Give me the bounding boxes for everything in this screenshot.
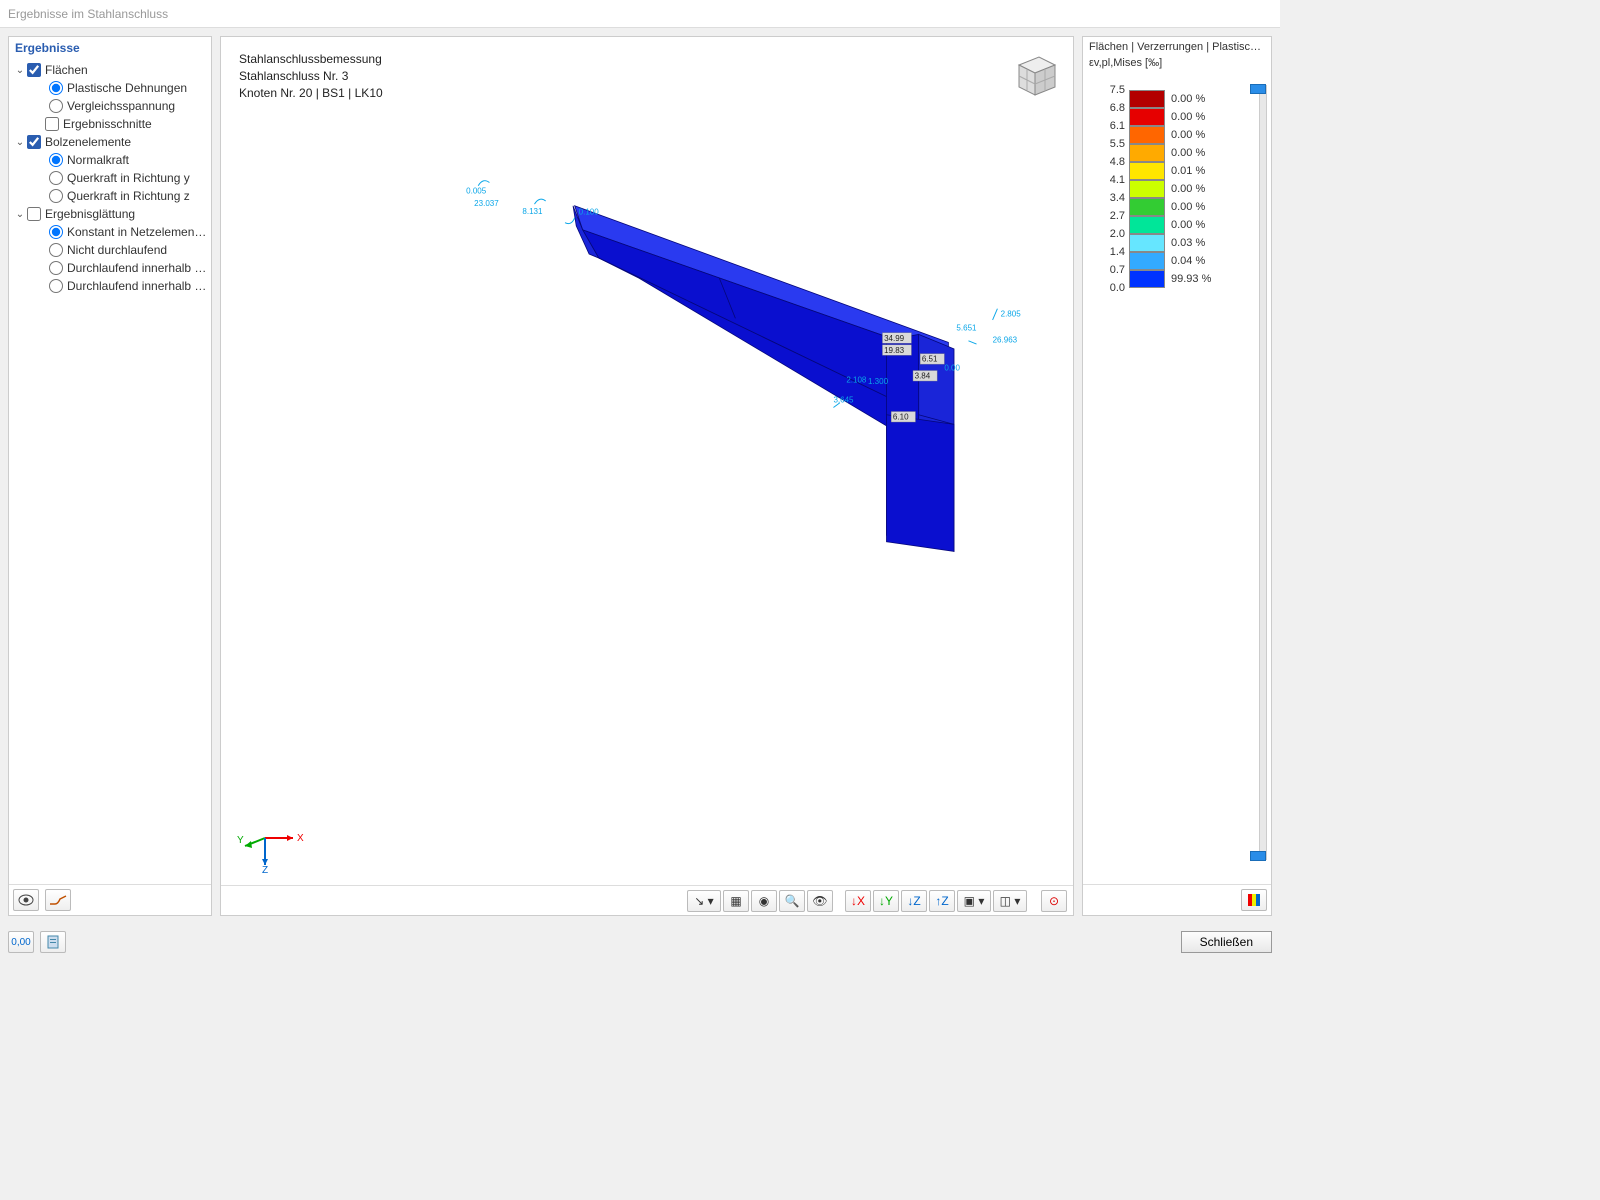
model-view[interactable]: 0.005 23.037 8.131 0.100 2.805 5.651 26.963 0.0… — [221, 37, 1073, 712]
radio-durch-aller[interactable] — [49, 279, 63, 293]
tree-plast-dehn[interactable]: Plastische Dehnungen — [13, 79, 207, 97]
zoom-icon[interactable]: 🔍 — [779, 890, 805, 912]
radio-nicht-durch[interactable] — [49, 243, 63, 257]
view-z-icon[interactable]: ↓Z — [901, 890, 927, 912]
checkbox-bolzen[interactable] — [27, 135, 41, 149]
svg-text:Z: Z — [262, 865, 268, 873]
grid-icon[interactable]: ▦ — [723, 890, 749, 912]
force-annotation: 0.00 — [944, 364, 960, 373]
radio-normalkraft[interactable] — [49, 153, 63, 167]
tree-querkraft-z[interactable]: Querkraft in Richtung z — [13, 187, 207, 205]
tree-durch-von[interactable]: Durchlaufend innerhalb von ... — [13, 259, 207, 277]
force-annotation: 23.037 — [474, 199, 499, 208]
results-tree-panel: Ergebnisse ⌄ Flächen Plastische Dehnunge… — [8, 36, 212, 916]
magnet-icon[interactable]: ⊙ — [1041, 890, 1067, 912]
force-annotation: 2.805 — [1001, 310, 1022, 319]
radio-querkraft-y[interactable] — [49, 171, 63, 185]
legend-subtitle: εv,pl,Mises [‰] — [1083, 57, 1271, 75]
tree-header: Ergebnisse — [9, 37, 211, 59]
eye-icon[interactable] — [13, 889, 39, 911]
legend-row: 7.50.00 % — [1091, 81, 1263, 99]
checkbox-glaettung[interactable] — [27, 207, 41, 221]
tree-glaettung[interactable]: ⌄ Ergebnisglättung — [13, 205, 207, 223]
legend-settings-icon[interactable] — [1241, 889, 1267, 911]
tree-vergleich[interactable]: Vergleichsspannung — [13, 97, 207, 115]
slider-thumb-bottom[interactable] — [1250, 851, 1266, 861]
result-box-annotation: 19.83 — [884, 346, 905, 355]
cube-dropdown-icon[interactable]: ◫ ▾ — [993, 890, 1027, 912]
viewport-toolbar: ↘ ▾ ▦ ◉ 🔍 👁 ↓X ↓Y ↓Z ↑Z ▣ ▾ ◫ ▾ ⊙ — [221, 885, 1073, 915]
force-annotation: 8.131 — [522, 207, 543, 216]
legend-panel: Flächen | Verzerrungen | Plastische Verg… — [1082, 36, 1272, 916]
force-annotation: 5.651 — [956, 323, 977, 332]
close-button[interactable]: Schließen — [1181, 931, 1272, 953]
force-annotation: 0.100 — [579, 208, 600, 217]
axis-triad: X Y Z — [235, 813, 305, 873]
window-title: Ergebnisse im Stahlanschluss — [8, 7, 168, 21]
force-annotation: 0.005 — [466, 187, 487, 196]
footer: 0,00 Schließen — [0, 924, 1280, 960]
checkbox-flaechen[interactable] — [27, 63, 41, 77]
tree-querkraft-y[interactable]: Querkraft in Richtung y — [13, 169, 207, 187]
iso-dropdown-icon[interactable]: ▣ ▾ — [957, 890, 991, 912]
radio-querkraft-z[interactable] — [49, 189, 63, 203]
result-box-annotation: 34.99 — [884, 334, 905, 343]
view-neg-z-icon[interactable]: ↑Z — [929, 890, 955, 912]
deform-icon[interactable] — [45, 889, 71, 911]
chevron-down-icon[interactable]: ⌄ — [13, 137, 27, 148]
camera-icon[interactable]: ◉ — [751, 890, 777, 912]
svg-text:Y: Y — [237, 835, 244, 846]
tree-konstant[interactable]: Konstant in Netzelementen — [13, 223, 207, 241]
units-icon[interactable]: 0,00 — [8, 931, 34, 953]
tree-durch-aller[interactable]: Durchlaufend innerhalb aller... — [13, 277, 207, 295]
view-y-icon[interactable]: ↓Y — [873, 890, 899, 912]
arrow-dropdown-icon[interactable]: ↘ ▾ — [687, 890, 721, 912]
tree-flaechen[interactable]: ⌄ Flächen — [13, 61, 207, 79]
viewport[interactable]: Stahlanschlussbemessung Stahlanschluss N… — [220, 36, 1074, 916]
nav-cube[interactable] — [1007, 47, 1061, 101]
slider-thumb-top[interactable] — [1250, 84, 1266, 94]
radio-plast-dehn[interactable] — [49, 81, 63, 95]
report-icon[interactable] — [40, 931, 66, 953]
radio-konstant[interactable] — [49, 225, 63, 239]
view-icon[interactable]: 👁 — [807, 890, 833, 912]
tree-bolzen[interactable]: ⌄ Bolzenelemente — [13, 133, 207, 151]
tree-ergebnisschnitte[interactable]: Ergebnisschnitte — [13, 115, 207, 133]
checkbox-ergebnisschnitte[interactable] — [45, 117, 59, 131]
radio-vergleich[interactable] — [49, 99, 63, 113]
radio-durch-von[interactable] — [49, 261, 63, 275]
result-box-annotation: 6.51 — [922, 355, 938, 364]
result-box-annotation: 6.10 — [893, 413, 909, 422]
svg-text:X: X — [297, 833, 304, 844]
chevron-down-icon[interactable]: ⌄ — [13, 209, 27, 220]
force-annotation: 2.108 — [846, 376, 867, 385]
tree-normalkraft[interactable]: Normalkraft — [13, 151, 207, 169]
result-box-annotation: 3.84 — [915, 372, 931, 381]
chevron-down-icon[interactable]: ⌄ — [13, 65, 27, 76]
legend-slider[interactable] — [1259, 85, 1267, 860]
tree-nicht-durch[interactable]: Nicht durchlaufend — [13, 241, 207, 259]
force-annotation: 26.963 — [993, 335, 1018, 344]
force-annotation: 3.645 — [833, 396, 854, 405]
force-annotation: 1.300 — [868, 377, 889, 386]
legend-title: Flächen | Verzerrungen | Plastische Verg — [1083, 37, 1271, 57]
view-x-icon[interactable]: ↓X — [845, 890, 871, 912]
